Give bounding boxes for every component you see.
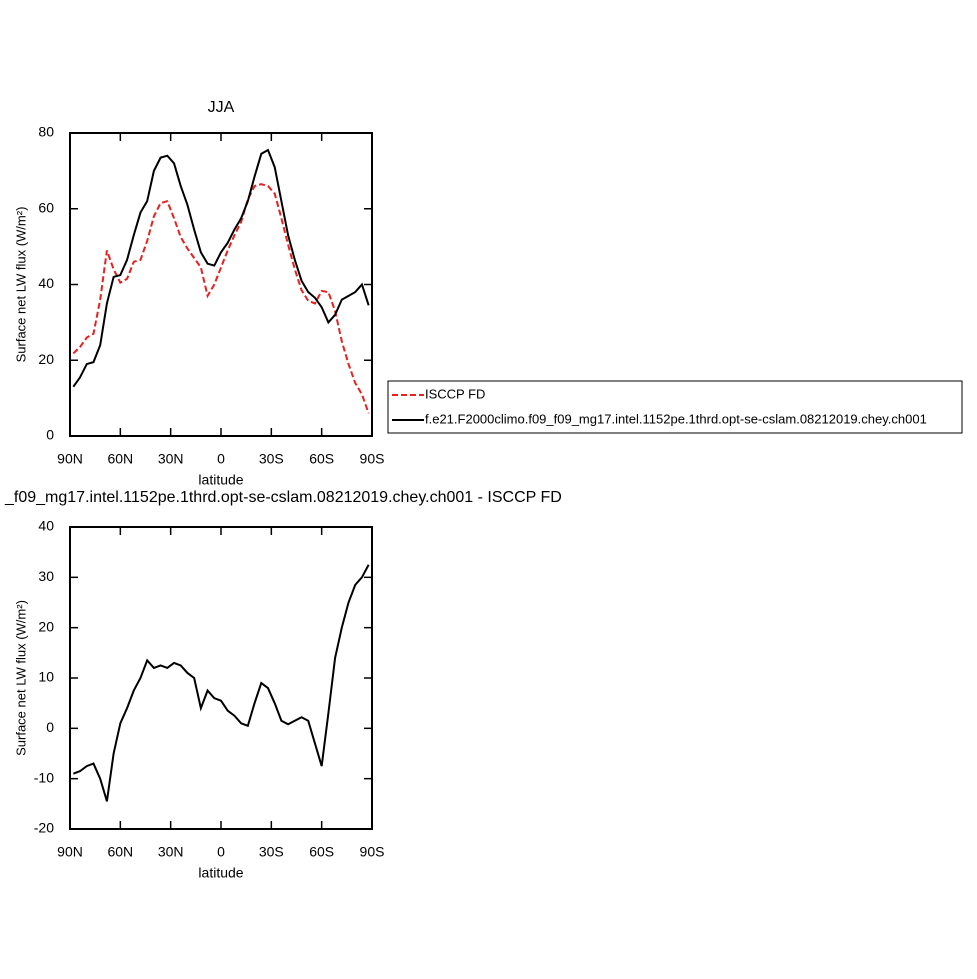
chart-title: JJA — [208, 99, 235, 116]
plot-frame — [69, 132, 373, 437]
plot-frame — [69, 526, 373, 830]
x-tick-label: 30N — [158, 451, 184, 467]
legend-label: f.e21.F2000climo.f09_f09_mg17.intel.1152… — [425, 411, 927, 426]
y-tick-label: 80 — [38, 124, 54, 140]
y-tick-label: 40 — [38, 275, 54, 291]
x-tick-label: 30S — [259, 844, 284, 860]
x-tick-label: 0 — [217, 844, 225, 860]
data-line — [72, 183, 370, 414]
data-line — [73, 564, 370, 802]
x-tick-label: 60S — [309, 844, 334, 860]
x-tick-label: 90S — [360, 844, 385, 860]
y-tick-label: 20 — [38, 351, 54, 367]
legend-label: ISCCP FD — [425, 386, 485, 401]
y-tick-label: 10 — [38, 669, 54, 685]
y-tick-label: 30 — [38, 568, 54, 584]
x-tick-label: 90N — [57, 844, 83, 860]
x-tick-label: 90S — [360, 451, 385, 467]
x-axis-label: latitude — [198, 472, 243, 488]
chart-title: _f09_mg17.intel.1152pe.1thrd.opt-se-csla… — [4, 489, 562, 506]
y-tick-label: 0 — [46, 427, 54, 443]
x-tick-label: 60N — [107, 451, 133, 467]
data-line — [72, 148, 370, 388]
legend-box — [387, 380, 963, 434]
y-tick-label: -20 — [34, 820, 54, 836]
y-tick-label: 60 — [38, 199, 54, 215]
y-tick-label: 0 — [46, 719, 54, 735]
y-axis-label: Surface net LW flux (W/m²) — [13, 207, 28, 363]
y-tick-label: 20 — [38, 618, 54, 634]
x-tick-label: 30S — [259, 451, 284, 467]
y-axis-label: Surface net LW flux (W/m²) — [13, 600, 28, 756]
x-tick-label: 60S — [309, 451, 334, 467]
y-tick-label: -10 — [34, 769, 54, 785]
x-tick-label: 60N — [107, 844, 133, 860]
x-tick-label: 30N — [158, 844, 184, 860]
y-tick-label: 40 — [38, 518, 54, 534]
x-tick-label: 0 — [217, 451, 225, 467]
x-tick-label: 90N — [57, 451, 83, 467]
x-axis-label: latitude — [198, 865, 243, 881]
